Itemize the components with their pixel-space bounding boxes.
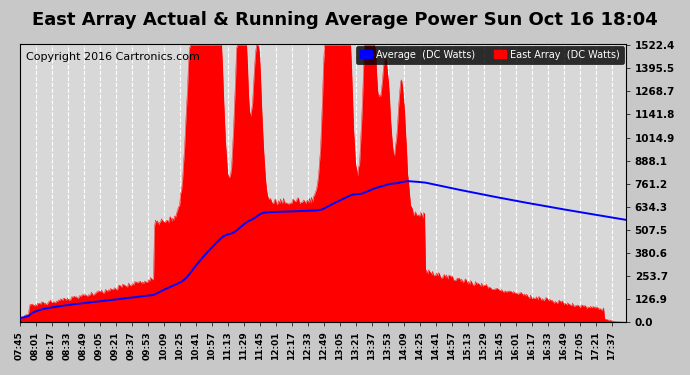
Text: East Array Actual & Running Average Power Sun Oct 16 18:04: East Array Actual & Running Average Powe… bbox=[32, 11, 658, 29]
Text: Copyright 2016 Cartronics.com: Copyright 2016 Cartronics.com bbox=[26, 52, 199, 62]
Legend: Average  (DC Watts), East Array  (DC Watts): Average (DC Watts), East Array (DC Watts… bbox=[357, 46, 624, 63]
